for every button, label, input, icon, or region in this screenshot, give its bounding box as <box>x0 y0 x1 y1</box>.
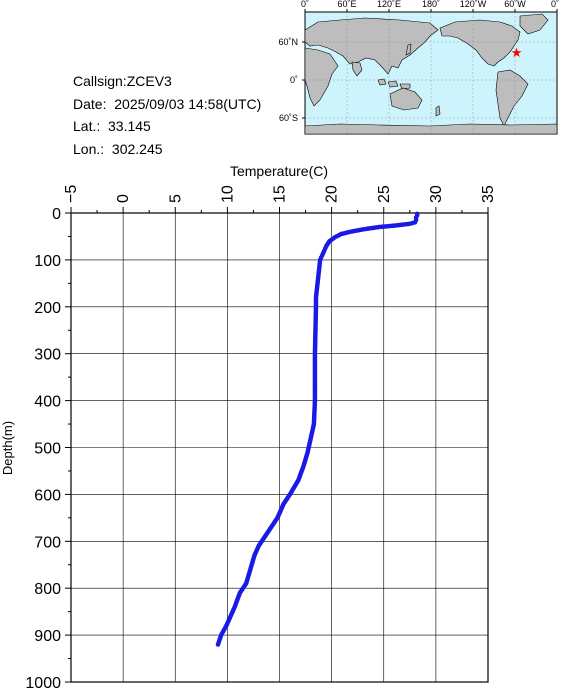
y-tick-label: 500 <box>34 441 61 458</box>
map-lat-label: 60˚N <box>278 37 298 47</box>
x-tick-label: 0 <box>115 194 132 203</box>
x-tick-label: −5 <box>63 185 80 203</box>
y-tick-label: 900 <box>34 628 61 645</box>
x-tick-label: 10 <box>219 185 236 203</box>
landmass-north-america <box>439 19 521 67</box>
x-tick-label: 30 <box>428 185 445 203</box>
profile-chart: −5 0 5 10 15 20 25 30 35 01002003004005006007008… <box>0 163 497 690</box>
location-map: 0˚ 60˚E 120˚E 180˚ 120˚W 60˚W 0˚ 60˚N 0˚… <box>278 0 559 135</box>
y-tick-label: 100 <box>34 253 61 270</box>
latitude-label: Lat.: 33.145 <box>73 118 151 134</box>
landmass-south-america <box>495 69 529 127</box>
data-point <box>215 642 221 647</box>
y-tick-label: 0 <box>52 206 61 223</box>
y-tick-label: 600 <box>34 487 61 504</box>
landmass-new-zealand <box>435 105 441 117</box>
x-tick-label: 5 <box>167 194 184 203</box>
landmass-greenland <box>519 13 549 35</box>
landmass-eurasia <box>304 17 439 75</box>
y-tick-label: 800 <box>34 581 61 598</box>
landmass-japan <box>405 43 412 56</box>
location-star-marker: ★ <box>511 45 523 60</box>
landmass-indonesia <box>377 78 411 90</box>
y-tick-label: 300 <box>34 347 61 364</box>
chart-grid <box>70 212 489 683</box>
x-tick-label: 35 <box>480 185 497 203</box>
temperature-series <box>215 211 420 647</box>
map-lat-label: 60˚S <box>279 113 298 123</box>
map-ticks <box>302 9 558 119</box>
y-tick-label: 1000 <box>25 675 61 690</box>
y-tick-label: 200 <box>34 300 61 317</box>
y-axis-title: Depth(m) <box>0 421 15 475</box>
map-top-labels: 0˚ 60˚E 120˚E 180˚ 120˚W 60˚W 0˚ <box>301 0 559 9</box>
x-tick-label: 20 <box>324 185 341 203</box>
y-tick-label: 700 <box>34 534 61 551</box>
x-axis-title: Temperature(C) <box>230 163 328 179</box>
map-lon-label: 120˚E <box>377 0 401 9</box>
longitude-label: Lon.: 302.245 <box>73 140 163 157</box>
x-axis-ticks: −5 0 5 10 15 20 25 30 35 <box>63 185 497 213</box>
map-lon-label: 0˚ <box>301 0 309 9</box>
y-tick-label: 400 <box>34 394 61 411</box>
map-lon-label: 60˚E <box>337 0 356 9</box>
map-lon-label: 60˚W <box>504 0 526 9</box>
callsign-label: Callsign:ZCEV3 <box>73 73 172 89</box>
landmass-africa <box>304 47 339 107</box>
x-tick-label: 25 <box>376 185 393 203</box>
landmass-india <box>351 61 363 77</box>
x-tick-label: 15 <box>272 185 289 203</box>
cast-metadata: Callsign:ZCEV3 Date: 2025/09/03 14:58(UT… <box>73 70 261 160</box>
map-left-labels: 60˚N 0˚ 60˚S <box>278 37 298 123</box>
map-graticule <box>305 12 557 134</box>
y-axis-ticks: 0 100 200 300 400 500 600 700 800 900 1000 <box>25 206 71 690</box>
landmass-australia <box>389 87 423 111</box>
map-lon-label: 120˚W <box>460 0 487 9</box>
date-label: Date: 2025/09/03 14:58(UTC) <box>73 95 262 112</box>
map-land <box>304 13 558 135</box>
map-lon-label: 0˚ <box>551 0 559 9</box>
map-lon-label: 180˚ <box>422 0 440 9</box>
map-lat-label: 0˚ <box>290 75 298 85</box>
